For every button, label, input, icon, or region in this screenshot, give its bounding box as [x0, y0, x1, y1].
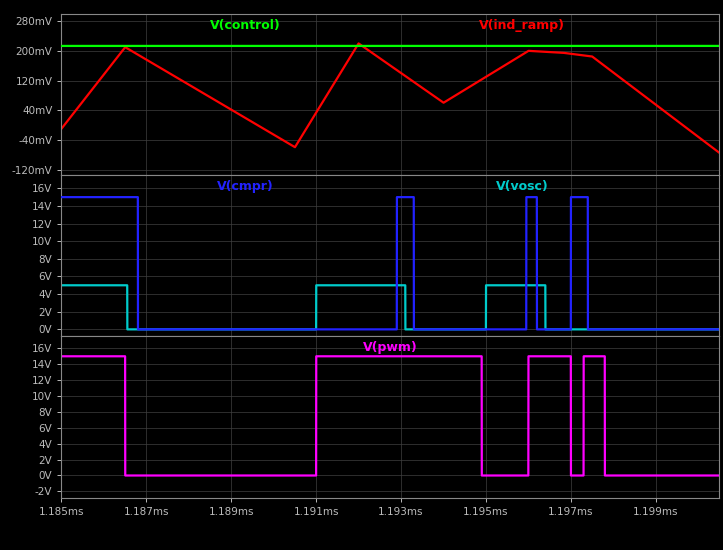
- Text: V(cmpr): V(cmpr): [218, 180, 274, 193]
- Text: V(vosc): V(vosc): [496, 180, 548, 193]
- Text: V(pwm): V(pwm): [363, 341, 418, 354]
- Text: V(ind_ramp): V(ind_ramp): [479, 19, 565, 31]
- Text: V(control): V(control): [210, 19, 281, 31]
